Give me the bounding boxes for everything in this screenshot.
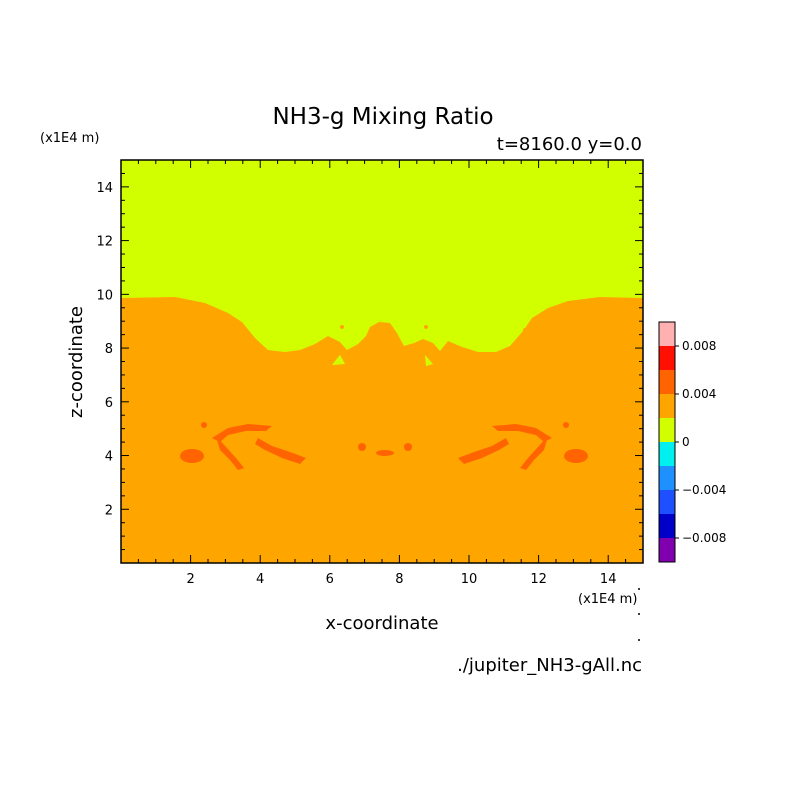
chart-subtitle: t=8160.0 y=0.0 xyxy=(497,134,642,155)
marker-dot xyxy=(638,639,640,641)
field-filament-left-curl xyxy=(216,436,244,470)
y-axis: 2 4 6 8 10 12 14 xyxy=(96,172,643,551)
field-island xyxy=(424,325,428,329)
marker-dot xyxy=(638,588,640,590)
field-level-0.002-to-0.004 xyxy=(121,297,643,563)
x-tick-label: 10 xyxy=(461,572,478,587)
field-island xyxy=(340,325,344,329)
colorbar-swatch xyxy=(659,370,675,394)
y-tick-label: 6 xyxy=(105,396,113,411)
colorbar-tick-label: 0.004 xyxy=(682,387,716,401)
field-pocket xyxy=(425,355,433,366)
colorbar: 0.008 0.004 0 −0.004 −0.008 xyxy=(658,321,726,563)
colorbar-swatch xyxy=(659,418,675,442)
field-dot xyxy=(404,443,412,451)
field-blob-center xyxy=(376,450,394,456)
x-tick-label: 12 xyxy=(530,572,547,587)
colorbar-swatch xyxy=(659,442,675,466)
field-filament-right-curl xyxy=(520,436,548,470)
field-filament-right-upper xyxy=(492,424,552,442)
field-blob-left xyxy=(180,449,204,463)
field-filament-left-lower xyxy=(255,438,306,464)
plot-area xyxy=(120,159,644,564)
field-island xyxy=(242,328,246,332)
colorbar-swatch xyxy=(659,466,675,490)
colorbar-tick-label: 0.008 xyxy=(682,339,716,353)
field-dot xyxy=(563,422,569,428)
y-tick-label: 8 xyxy=(105,342,113,357)
marker-dot xyxy=(638,613,640,615)
y-tick-label: 10 xyxy=(96,288,113,303)
field-dot xyxy=(358,443,366,451)
field-island xyxy=(523,328,527,332)
chart-title: NH3-g Mixing Ratio xyxy=(272,104,493,130)
field-filament-right-lower xyxy=(458,438,509,464)
colorbar-swatch xyxy=(659,514,675,538)
colorbar-swatch xyxy=(659,322,675,346)
colorbar-swatch xyxy=(659,394,675,418)
y-axis-label: z-coordinate xyxy=(66,306,87,418)
source-file-label: ./jupiter_NH3-gAll.nc xyxy=(457,655,642,676)
field-level-0.004-to-0.006 xyxy=(180,422,588,470)
y-unit-label: (x1E4 m) xyxy=(40,131,99,146)
field-filament-left-upper xyxy=(212,424,272,442)
x-axis-label: x-coordinate xyxy=(325,613,438,634)
field-dot xyxy=(201,422,207,428)
field-pocket xyxy=(332,355,345,365)
x-tick-label: 2 xyxy=(186,572,194,587)
y-tick-label: 12 xyxy=(96,235,113,250)
colorbar-swatch xyxy=(659,346,675,370)
y-tick-label: 4 xyxy=(105,450,113,465)
x-tick-label: 4 xyxy=(256,572,264,587)
colorbar-swatch xyxy=(659,538,675,562)
x-tick-label: 6 xyxy=(326,572,334,587)
x-unit-label: (x1E4 m) xyxy=(578,592,637,607)
y-tick-label: 14 xyxy=(96,181,113,196)
x-tick-label: 8 xyxy=(395,572,403,587)
colorbar-tick-label: −0.008 xyxy=(682,531,726,545)
x-axis: 2 4 6 8 10 12 14 xyxy=(137,160,627,587)
field-blob-right xyxy=(564,449,588,463)
colorbar-swatch xyxy=(659,490,675,514)
y-tick-label: 2 xyxy=(105,503,113,518)
colorbar-tick-label: −0.004 xyxy=(682,483,726,497)
colorbar-tick-label: 0 xyxy=(682,435,690,449)
x-tick-label: 14 xyxy=(600,572,617,587)
